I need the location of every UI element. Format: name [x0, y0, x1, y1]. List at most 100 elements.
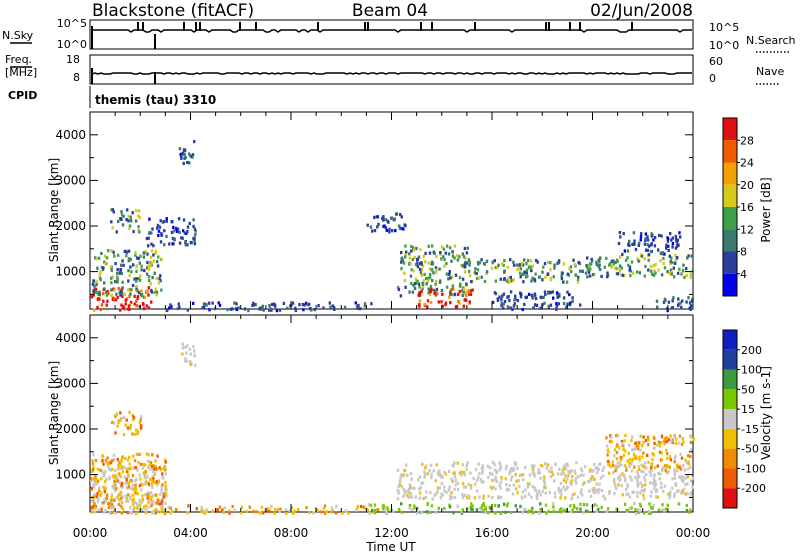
range-cell: [416, 279, 419, 283]
range-cell: [505, 464, 508, 468]
range-cell: [569, 301, 572, 305]
range-cell: [382, 504, 385, 508]
range-cell: [458, 284, 462, 288]
range-cell: [157, 233, 160, 238]
range-cell: [165, 493, 168, 497]
range-cell: [678, 434, 682, 438]
range-cell: [443, 485, 446, 489]
range-cell: [396, 285, 400, 290]
colorbar-swatch: [723, 184, 737, 207]
range-cell: [424, 277, 428, 281]
range-cell: [618, 231, 622, 235]
range-cell: [523, 270, 526, 274]
range-cell: [492, 300, 495, 304]
range-cell: [494, 487, 497, 491]
range-cell: [428, 251, 432, 255]
range-cell: [465, 467, 468, 471]
range-cell: [411, 257, 415, 261]
range-cell: [362, 505, 365, 509]
range-cell: [154, 249, 157, 253]
range-cell: [98, 290, 101, 294]
range-cell: [519, 267, 522, 271]
range-cell: [453, 475, 457, 479]
range-cell: [151, 494, 155, 498]
range-cell: [674, 234, 678, 239]
range-cell: [130, 288, 133, 292]
range-cell: [134, 491, 137, 495]
range-cell: [223, 506, 226, 510]
range-cell: [412, 284, 415, 288]
range-cell: [549, 475, 553, 479]
range-cell: [142, 303, 145, 307]
range-cell: [579, 303, 582, 307]
range-cell: [679, 452, 682, 456]
range-cell: [640, 489, 643, 493]
range-cell: [476, 260, 480, 264]
range-cell: [539, 507, 542, 511]
range-cell: [464, 256, 467, 260]
range-cell: [614, 434, 618, 438]
range-cell: [680, 475, 683, 479]
range-cell: [447, 277, 450, 281]
range-cell: [298, 303, 301, 307]
range-cell: [624, 433, 627, 438]
range-cell: [521, 272, 524, 276]
range-cell: [583, 465, 587, 469]
range-cell: [618, 461, 621, 465]
range-cell: [110, 276, 113, 280]
range-cell: [127, 279, 130, 283]
range-cell: [576, 495, 580, 499]
range-cell: [396, 468, 400, 472]
range-cell: [669, 458, 672, 462]
range-cell: [670, 270, 673, 274]
range-cell: [165, 219, 168, 223]
range-cell: [400, 215, 403, 219]
range-cell: [435, 463, 438, 467]
range-cell: [629, 274, 632, 278]
range-cell: [183, 231, 187, 235]
range-cell: [330, 510, 333, 514]
range-cell: [388, 230, 391, 234]
range-cell: [422, 254, 425, 258]
range-cell: [165, 217, 168, 221]
range-cell: [497, 504, 500, 508]
range-cell: [516, 267, 519, 272]
range-cell: [548, 469, 551, 473]
range-cell: [479, 507, 482, 511]
freq-trace: [91, 72, 692, 75]
range-cell: [555, 307, 558, 311]
colorbar-tick: 8: [740, 246, 747, 259]
range-cell: [335, 504, 338, 509]
range-cell: [135, 428, 138, 432]
range-cell: [541, 270, 544, 274]
range-cell: [411, 290, 415, 294]
range-cell: [591, 469, 594, 473]
range-cell: [147, 286, 151, 290]
range-cell: [129, 496, 132, 500]
range-cell: [678, 466, 682, 470]
range-cell: [670, 486, 674, 490]
range-cell: [191, 153, 195, 157]
range-cell: [541, 278, 544, 282]
range-cell: [552, 296, 555, 300]
colorbar-swatch: [723, 140, 737, 163]
range-cell: [422, 496, 425, 500]
range-cell: [463, 265, 466, 269]
range-cell: [559, 481, 563, 485]
range-cell: [147, 278, 151, 283]
range-cell: [546, 463, 550, 467]
range-cell: [95, 279, 98, 283]
range-cell: [115, 412, 118, 416]
range-cell: [671, 261, 674, 265]
range-cell: [386, 506, 389, 510]
time-xlabel: Time UT: [365, 540, 416, 554]
range-cell: [140, 424, 143, 428]
range-cell: [630, 459, 633, 463]
range-cell: [618, 264, 622, 268]
range-cell: [159, 219, 162, 223]
range-cell: [509, 275, 512, 279]
range-cell: [129, 302, 132, 306]
range-cell: [161, 220, 164, 224]
range-cell: [512, 260, 515, 264]
range-cell: [139, 426, 143, 430]
